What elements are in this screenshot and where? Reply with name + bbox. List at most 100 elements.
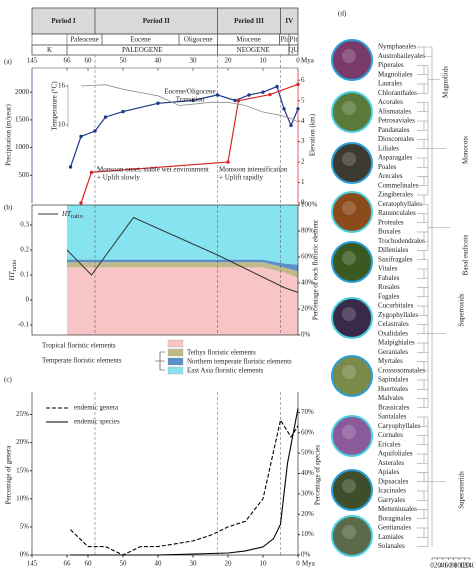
y2-tick-label: 60% <box>301 253 314 261</box>
clade-label: Magnoliids <box>442 66 450 98</box>
point <box>268 92 272 97</box>
legend-label: HTratio <box>61 210 83 221</box>
y-axis-label-sub: ratio <box>11 260 18 272</box>
period-label: IV <box>285 17 293 25</box>
point <box>275 84 279 89</box>
point <box>289 123 293 128</box>
annotation: Eocene/Oligocene <box>164 88 215 96</box>
y2-tick-label: 20% <box>301 510 314 518</box>
y-tick-label: 0.1 <box>20 271 29 279</box>
tree-tick-label: 140 <box>465 562 474 570</box>
order-label: Myrtales <box>378 357 403 365</box>
order-label: Nymphaeales <box>378 43 416 51</box>
order-label: Sapindales <box>378 376 409 384</box>
point <box>156 101 160 105</box>
y-tick-label: 0% <box>20 551 30 559</box>
order-label: Alismatales <box>378 107 411 115</box>
tree-tick-label: 80 <box>450 562 458 570</box>
plant-photo-highlight <box>342 101 356 115</box>
plant-photo <box>331 91 373 133</box>
tree-tick-label: 60 <box>445 562 453 570</box>
y2-tick-label: 60% <box>301 428 314 436</box>
order-label: Ceratophyllales <box>378 200 422 208</box>
y2-tick-label: 40% <box>301 469 314 477</box>
legend-swatch <box>167 357 184 366</box>
order-label: Acorales <box>378 98 403 106</box>
plant-photo-highlight <box>342 152 356 166</box>
x-tick-label: 40 <box>155 560 163 568</box>
order-label: Commelinales <box>378 181 419 189</box>
y-axis-label-main: HT <box>8 270 16 281</box>
annotation: + Uplift rapidly <box>219 174 263 182</box>
plant-photo <box>331 469 373 511</box>
plant-photo-highlight <box>342 307 356 321</box>
point <box>68 165 73 169</box>
epoch-label: Miocene <box>236 36 261 44</box>
era-label: NEOGENE <box>237 46 270 54</box>
order-label: Austrobaileyales <box>378 52 425 60</box>
y-tick-label: 5% <box>20 523 30 531</box>
order-label: Metteniusales <box>378 505 417 513</box>
legend-swatch <box>167 348 184 357</box>
panel-label: (d) <box>338 10 347 18</box>
x-tick-label: 20 <box>225 57 233 65</box>
point <box>296 82 300 87</box>
y2-tick-label: 2 <box>301 158 305 166</box>
order-label: Malpighiales <box>378 339 415 347</box>
tree-clade <box>427 204 450 251</box>
order-label: Celastrales <box>378 320 409 328</box>
order-label: Pandanales <box>378 126 410 134</box>
clade-label: Monocots <box>462 136 470 164</box>
epoch-label: Eocene <box>130 36 151 44</box>
legend-label: endemic genera <box>74 404 119 412</box>
epoch-label: Paleocene <box>70 36 98 44</box>
plant-photo <box>331 39 373 81</box>
plant-photo <box>331 191 373 233</box>
order-label: Aquifoliales <box>378 450 413 458</box>
order-label: Zingiberales <box>378 191 413 199</box>
order-label: Huerteales <box>378 385 408 393</box>
plot-frame <box>31 204 299 336</box>
legend-label: East Asia floristic elements <box>187 366 264 374</box>
plant-photo-highlight <box>342 525 356 539</box>
y3-axis-label: Temperature (°C) <box>51 81 59 131</box>
tree-tick-label: 40 <box>439 562 447 570</box>
order-label: Crossosomatales <box>378 366 425 374</box>
y3-tick-label: 10 <box>58 121 66 129</box>
series-line <box>80 83 299 204</box>
legend-label-sub: ratio <box>71 213 83 220</box>
legend-label: endemic species <box>74 418 120 426</box>
point <box>215 93 220 97</box>
order-label: Caryophyllales <box>378 422 421 430</box>
era-label: PALEOGENE <box>122 46 163 54</box>
y-tick-label: 1500 <box>15 115 30 123</box>
order-label: Malvales <box>378 394 404 402</box>
legend-label: Tethys floristic elements <box>187 348 256 356</box>
order-label: Fagales <box>378 292 400 300</box>
order-label: Oxalidales <box>378 329 408 337</box>
order-label: Magnoliales <box>378 70 413 78</box>
panel-label: (b) <box>4 204 13 212</box>
order-label: Asparagales <box>378 154 412 162</box>
y3-tick-label: 16 <box>58 82 66 90</box>
order-label: Dilleniales <box>378 246 409 254</box>
x-tick-label: 50 <box>120 57 128 65</box>
clade-label: Superrosids <box>458 293 466 326</box>
point <box>103 115 108 119</box>
y-axis-label: Percentage of genera <box>5 445 13 505</box>
order-label: Dipsacales <box>378 477 409 485</box>
x-tick-label: 0 <box>296 560 300 568</box>
plant-photo-highlight <box>342 479 356 493</box>
point <box>191 98 195 103</box>
order-label: Vitales <box>378 265 398 273</box>
annotation: Monsoon onset, stable wet environment <box>97 166 209 174</box>
y-tick-label: 0.2 <box>20 246 29 254</box>
y2-tick-label: 0% <box>301 551 311 559</box>
point <box>236 98 241 103</box>
y-tick-label: 0 <box>26 296 30 304</box>
y2-tick-label: 40% <box>301 279 314 287</box>
tree-tick-label: 120 <box>459 562 470 570</box>
epoch-label: Oligocene <box>184 36 213 44</box>
tree-clade <box>427 259 446 408</box>
